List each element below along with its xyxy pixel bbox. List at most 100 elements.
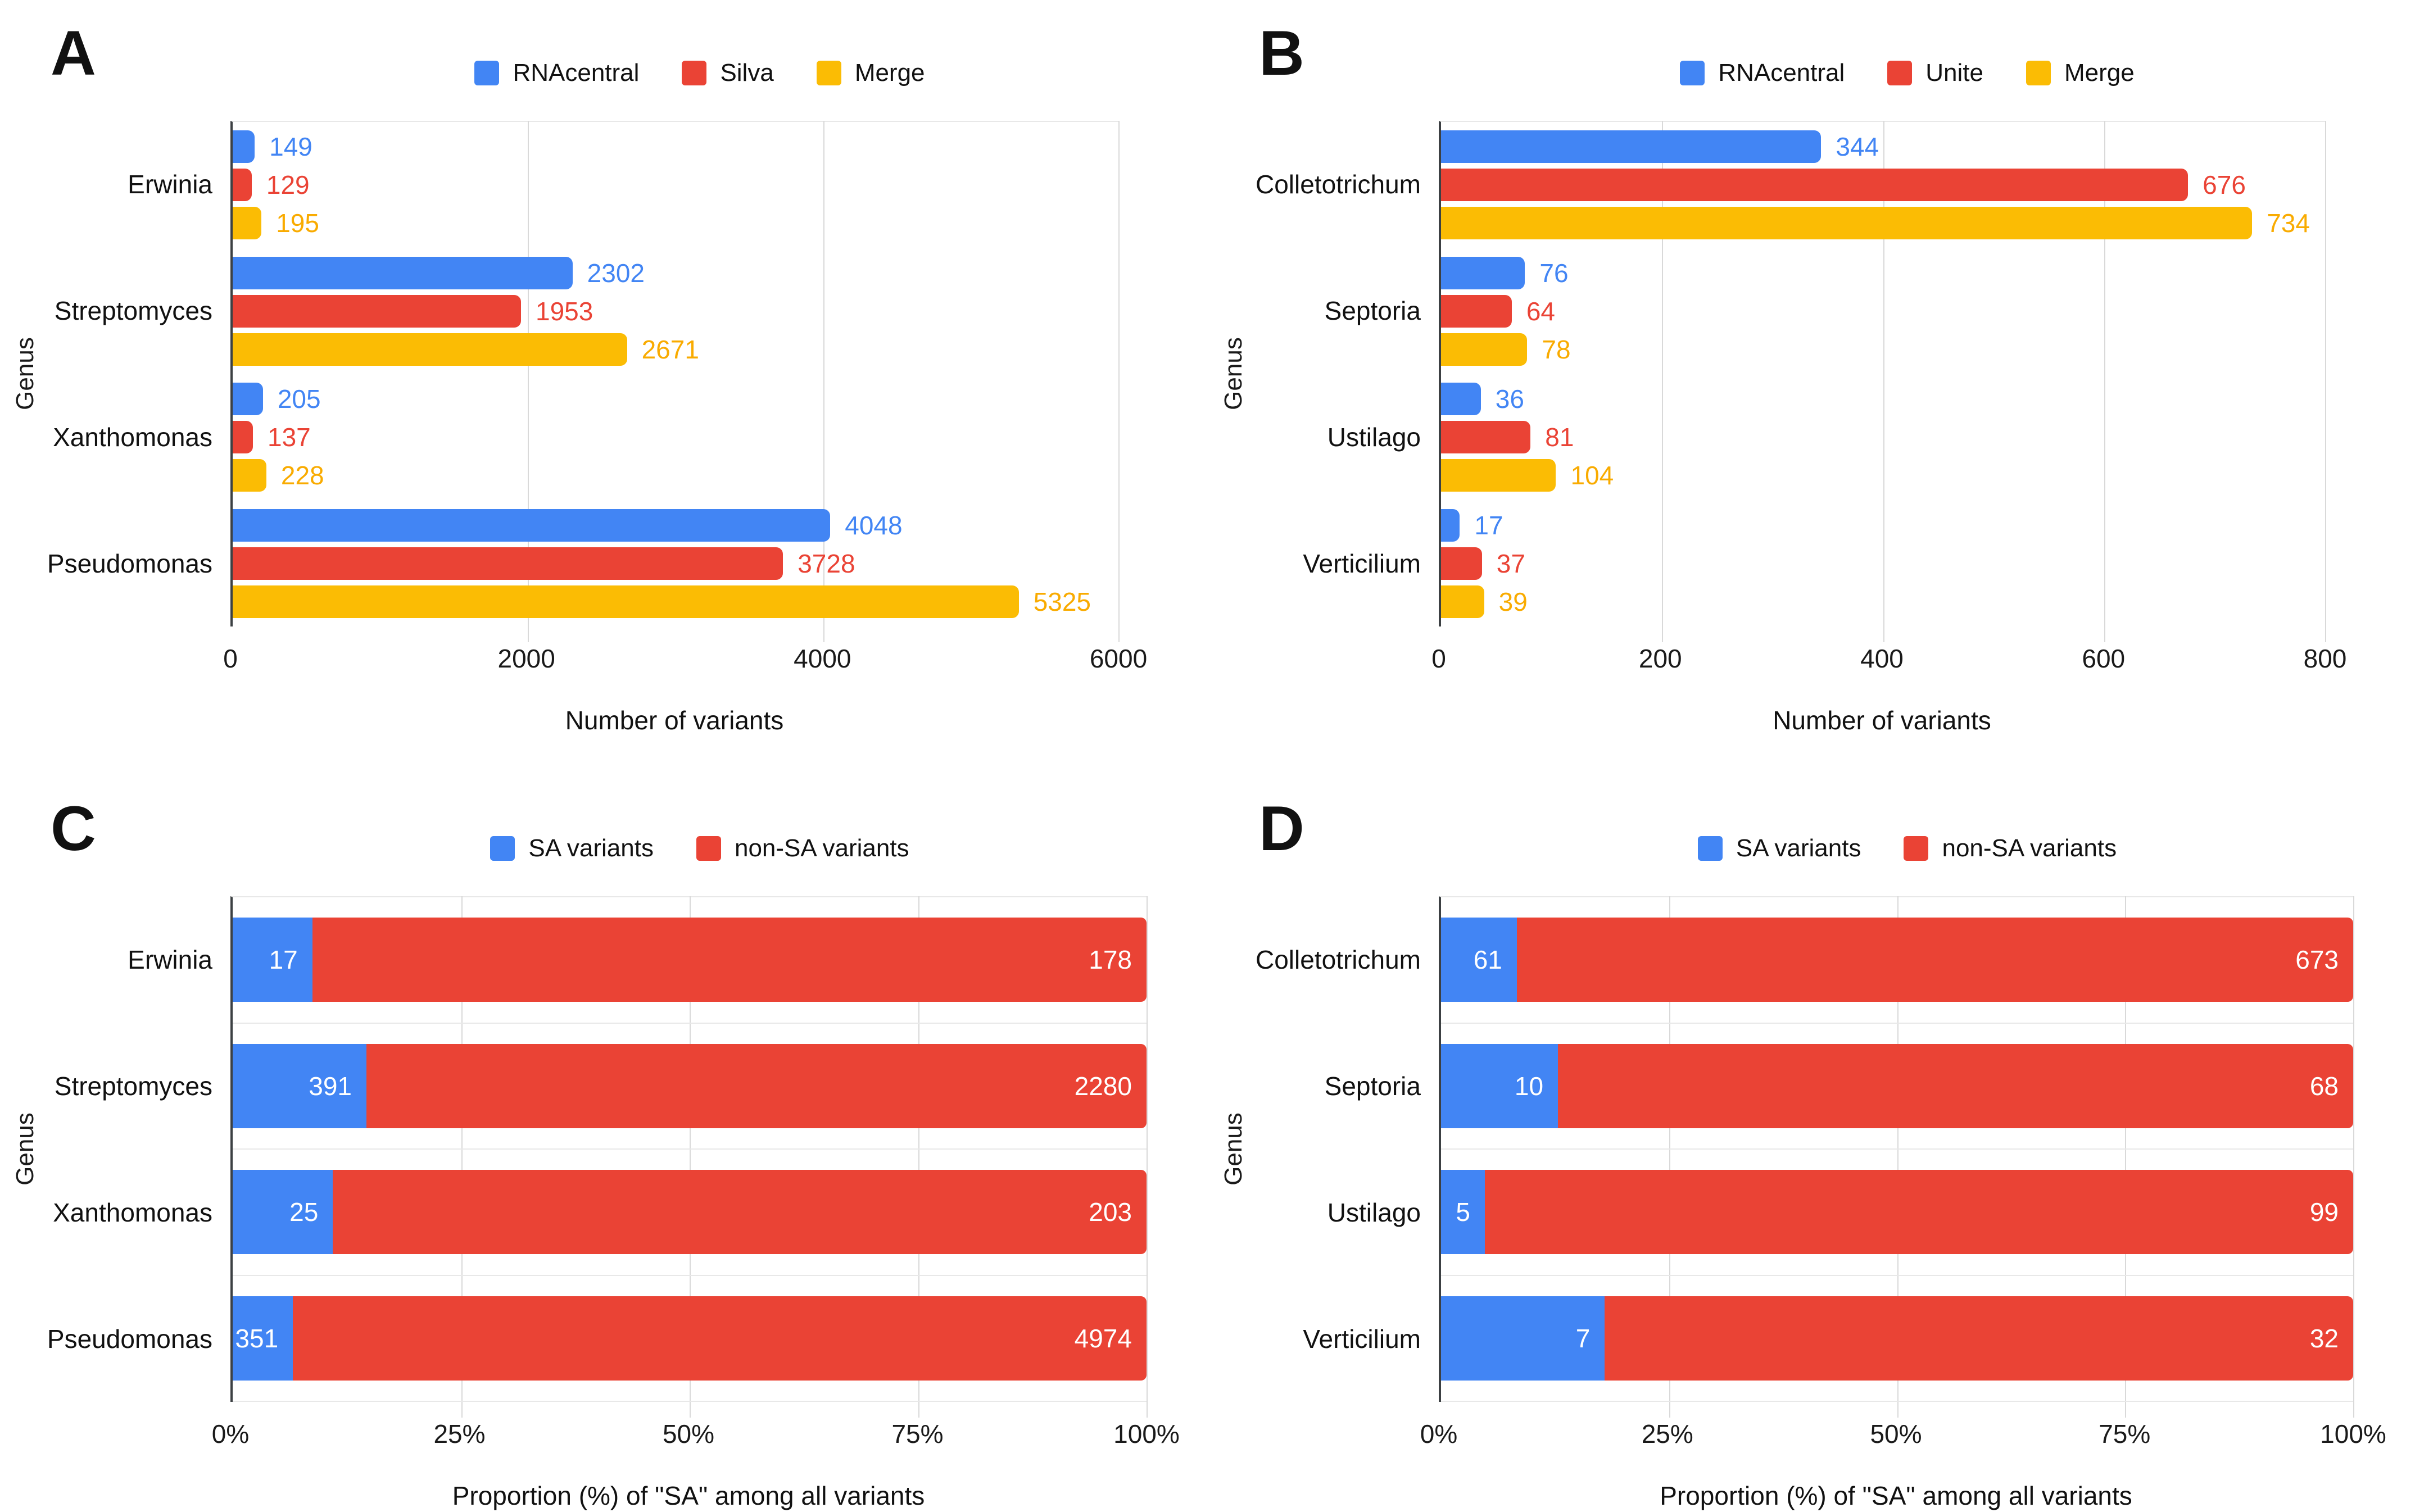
bar-line: 3728 <box>233 547 1118 580</box>
bar-row-erwinia: 17 178 <box>233 897 1147 1024</box>
stacked-bar-pseudomonas: 351 4974 <box>233 1296 1147 1381</box>
panel-letter-b: B <box>1259 18 1306 88</box>
category-label-erwinia: Erwinia <box>128 169 212 199</box>
bar-value-label: 4974 <box>1074 1323 1132 1353</box>
legend-swatch-icon <box>816 61 841 85</box>
gridline <box>528 121 529 642</box>
x-axis-title: Number of variants <box>1773 706 1991 735</box>
gridline <box>1147 896 1148 1418</box>
bar-segment-non-sa-variants-streptomyces: 2280 <box>366 1043 1147 1128</box>
bar-merge-septoria <box>1441 333 1528 366</box>
bar-value-label: 178 <box>1089 945 1132 975</box>
bar-rows: 17 178 391 2280 25 203 351 4974 <box>233 897 1147 1402</box>
legend-swatch-icon <box>2026 61 2051 85</box>
x-tick-label: 600 <box>2082 644 2126 673</box>
bar-line: 64 <box>1441 294 2325 328</box>
stacked-bar-ustilago: 5 99 <box>1441 1170 2353 1255</box>
bar-row-septoria: 10 68 <box>1441 1024 2353 1150</box>
bar-value-label: 2280 <box>1074 1071 1132 1101</box>
x-tick-label: 0% <box>211 1419 250 1449</box>
bar-group-xanthomonas: 205 137 228 <box>233 383 1118 492</box>
bar-merge-pseudomonas <box>233 585 1019 618</box>
bar-value-label: 673 <box>2295 945 2339 975</box>
bar-merge-xanthomonas <box>233 459 266 492</box>
bar-value-label: 78 <box>1542 334 1571 364</box>
bar-merge-erwinia <box>233 207 262 240</box>
chart-area: Genus Colletotrichum Septoria Ustilago Verti… <box>1208 896 2415 1511</box>
bar-value-label: 137 <box>267 423 311 452</box>
bar-value-label: 17 <box>269 945 298 975</box>
plot-area: 344 676 734 76 64 78 36 81 104 17 37 39 <box>1439 121 2326 642</box>
category-label-septoria: Septoria <box>1324 296 1421 325</box>
legend-label: RNAcentral <box>1718 59 1845 87</box>
bar-line: 37 <box>1441 547 2325 580</box>
bar-value-label: 64 <box>1526 296 1555 326</box>
bar-rows: 344 676 734 76 64 78 36 81 104 17 37 39 <box>1441 122 2325 626</box>
x-tick-label: 25% <box>1641 1419 1693 1449</box>
bar-row-septoria: 76 64 78 <box>1441 248 2325 375</box>
bar-group-septoria: 76 64 78 <box>1441 256 2325 366</box>
gridline <box>1662 121 1664 642</box>
plot-area: 149 129 195 2302 1953 2671 205 137 228 4048 3728 53… <box>230 121 1120 642</box>
gridline <box>1669 896 1670 1418</box>
bar-value-label: 391 <box>309 1071 352 1101</box>
bar-value-label: 5325 <box>1033 587 1091 616</box>
legend-label: non-SA variants <box>1942 834 2117 862</box>
bar-row-verticilium: 17 37 39 <box>1441 501 2325 627</box>
bar-row-xanthomonas: 205 137 228 <box>233 374 1118 501</box>
bar-group-pseudomonas: 4048 3728 5325 <box>233 508 1118 618</box>
x-axis: 0 2000 4000 6000 <box>223 626 1147 680</box>
bar-segment-non-sa-variants-erwinia: 178 <box>312 918 1147 1002</box>
bar-row-erwinia: 149 129 195 <box>233 122 1118 248</box>
bar-segment-non-sa-variants-pseudomonas: 4974 <box>293 1296 1147 1381</box>
stacked-bar-xanthomonas: 25 203 <box>233 1170 1147 1255</box>
category-label-colletotrichum: Colletotrichum <box>1256 169 1421 199</box>
legend: SA variants non-SA variants <box>281 834 1118 862</box>
bar-rnacentral-xanthomonas <box>233 383 263 416</box>
bar-unite-verticilium <box>1441 547 1482 580</box>
chart-area: Genus Colletotrichum Septoria Ustilago Verti… <box>1208 121 2415 735</box>
x-tick-label: 25% <box>433 1419 486 1449</box>
bar-row-colletotrichum: 344 676 734 <box>1441 122 2325 248</box>
bar-unite-colletotrichum <box>1441 169 2189 202</box>
bar-row-ustilago: 36 81 104 <box>1441 374 2325 501</box>
x-tick-label: 0% <box>1420 1419 1458 1449</box>
bar-segment-non-sa-variants-colletotrichum: 673 <box>1516 918 2353 1002</box>
legend-label: Merge <box>2064 59 2135 87</box>
gridline <box>690 896 691 1418</box>
bar-value-label: 129 <box>266 170 310 200</box>
bar-group-erwinia: 149 129 195 <box>233 130 1118 240</box>
category-label-ustilago: Ustilago <box>1327 422 1421 452</box>
legend-swatch-icon <box>696 836 721 861</box>
bar-value-label: 7 <box>1575 1323 1591 1353</box>
y-axis-title-text: Genus <box>11 1113 39 1186</box>
bar-value-label: 68 <box>2309 1071 2339 1101</box>
stacked-bar-colletotrichum: 61 673 <box>1441 918 2353 1002</box>
bar-value-label: 61 <box>1473 945 1502 975</box>
gridline <box>2353 896 2354 1418</box>
bar-value-label: 351 <box>235 1323 279 1353</box>
bar-row-streptomyces: 391 2280 <box>233 1024 1147 1150</box>
category-labels: Erwinia Streptomyces Xanthomonas Pseudomona… <box>47 121 230 626</box>
bar-row-pseudomonas: 351 4974 <box>233 1276 1147 1402</box>
y-axis-title-text: Genus <box>1220 337 1248 410</box>
stacked-bar-septoria: 10 68 <box>1441 1043 2353 1128</box>
bar-row-xanthomonas: 25 203 <box>233 1150 1147 1276</box>
x-tick-label: 400 <box>1860 644 1904 673</box>
bar-line: 36 <box>1441 383 2325 416</box>
gridline <box>2325 121 2326 642</box>
bar-segment-sa-variants-pseudomonas: 351 <box>233 1296 293 1381</box>
bar-segment-non-sa-variants-verticilium: 32 <box>1605 1296 2353 1381</box>
bar-value-label: 17 <box>1474 510 1503 540</box>
legend-label: non-SA variants <box>734 834 909 862</box>
bar-line: 4048 <box>233 508 1118 542</box>
bar-segment-non-sa-variants-xanthomonas: 203 <box>333 1170 1147 1255</box>
bar-line: 205 <box>233 383 1118 416</box>
bar-rnacentral-streptomyces <box>233 256 573 289</box>
bar-group-colletotrichum: 344 676 734 <box>1441 130 2325 240</box>
bar-segment-sa-variants-verticilium: 7 <box>1441 1296 1605 1381</box>
bar-rows: 61 673 10 68 5 99 7 32 <box>1441 897 2353 1402</box>
legend-item-non-sa-variants: non-SA variants <box>1904 834 2117 862</box>
bar-value-label: 5 <box>1456 1197 1471 1227</box>
